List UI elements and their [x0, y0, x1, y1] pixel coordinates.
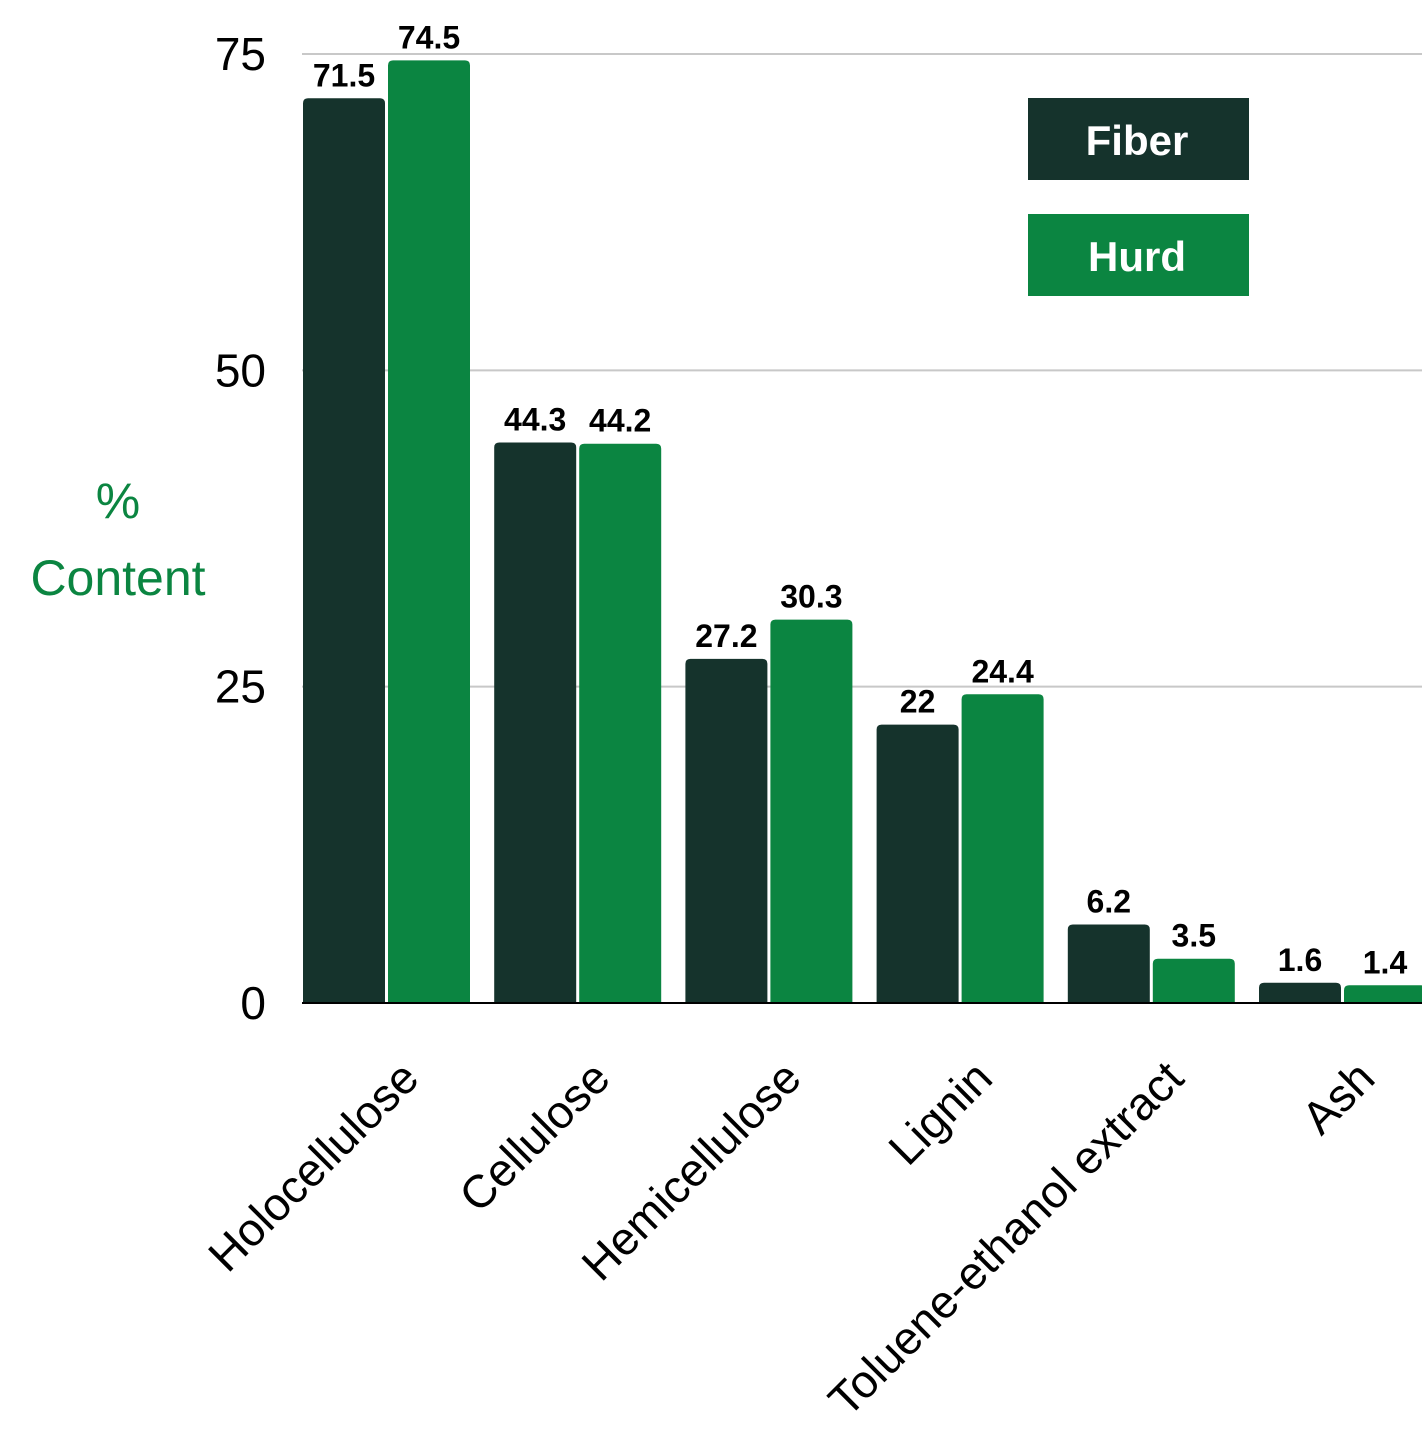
bars	[303, 60, 1422, 1004]
bar-hurd-5	[1344, 985, 1422, 1003]
x-category-label: Toluene-ethanol extract	[818, 1051, 1193, 1426]
data-label: 44.2	[589, 403, 651, 439]
bar-hurd-4	[1152, 958, 1235, 1003]
bar-fiber-2	[685, 658, 768, 1003]
gridlines	[302, 53, 1422, 688]
y-tick-label: 75	[215, 28, 266, 80]
legend-label: Hurd	[1088, 233, 1186, 280]
data-label: 22	[900, 684, 936, 720]
x-category-label: Ash	[1292, 1051, 1385, 1144]
x-category-label: Holocellulose	[198, 1051, 428, 1281]
data-label: 30.3	[780, 579, 842, 615]
data-label: 24.4	[971, 653, 1033, 689]
bar-fiber-4	[1067, 924, 1150, 1003]
y-tick-label: 0	[240, 977, 266, 1029]
y-axis-ticks: 0 25 50 75	[215, 28, 266, 1029]
legend-swatch-hurd	[1028, 214, 1249, 296]
x-category-label: Cellulose	[449, 1051, 620, 1222]
data-label: 74.5	[398, 19, 460, 55]
data-labels: 71.5 74.5 44.3 44.2 27.2 30.3 22 24.4 6.2 3.5 1.6 1…	[313, 19, 1408, 980]
legend-label: Fiber	[1086, 117, 1189, 164]
bar-fiber-3	[876, 724, 959, 1003]
data-label: 1.4	[1363, 944, 1408, 980]
x-category-label: Lignin	[878, 1051, 1002, 1175]
data-label: 6.2	[1087, 884, 1131, 920]
bar-fiber-1	[494, 442, 577, 1003]
bar-hurd-2	[770, 619, 853, 1003]
legend-swatch-fiber	[1028, 98, 1249, 180]
y-axis-title-line: %	[96, 473, 140, 529]
data-label: 44.3	[504, 401, 566, 437]
bar-hurd-3	[961, 694, 1044, 1003]
y-axis-title-line: Content	[30, 550, 205, 606]
data-label: 27.2	[695, 618, 757, 654]
data-label: 71.5	[313, 57, 375, 93]
bar-hurd-0	[388, 60, 470, 1004]
data-label: 1.6	[1278, 942, 1322, 978]
bar-hurd-1	[579, 443, 662, 1003]
bar-fiber-5	[1259, 982, 1341, 1003]
y-tick-label: 50	[215, 344, 266, 396]
y-axis-title: % Content	[30, 473, 205, 606]
bar-fiber-0	[303, 98, 385, 1003]
legend: Fiber Hurd	[1028, 98, 1249, 296]
data-label: 3.5	[1172, 918, 1216, 954]
y-tick-label: 25	[215, 661, 266, 713]
